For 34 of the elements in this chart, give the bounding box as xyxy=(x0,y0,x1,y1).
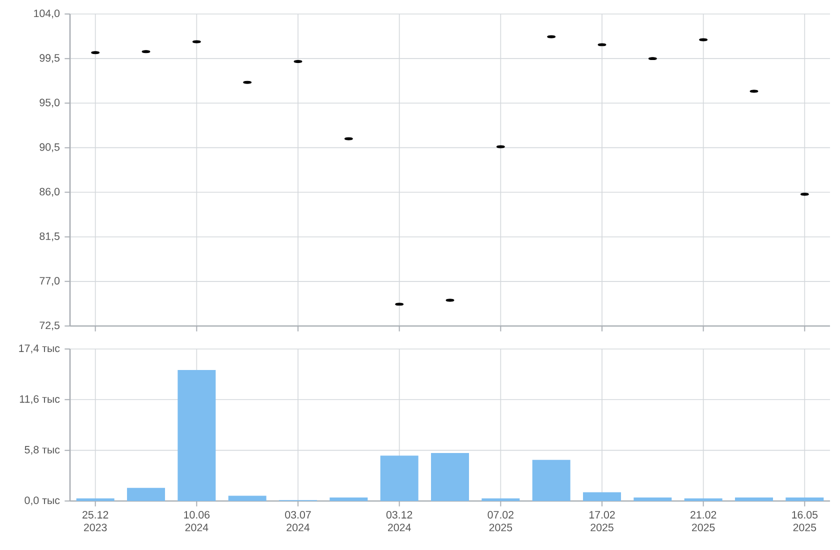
y-tick-label: 95,0 xyxy=(40,98,60,108)
x-tick-label: 03.12 2024 xyxy=(386,511,412,532)
bar xyxy=(178,370,216,501)
bar xyxy=(380,456,418,501)
bar xyxy=(431,452,469,501)
bar xyxy=(127,488,166,501)
bar xyxy=(330,497,368,501)
x-tick-label: 16.05 2025 xyxy=(792,511,818,532)
x-tick-label: 03.07 2024 xyxy=(285,511,311,532)
y-tick-label: 86,0 xyxy=(40,188,60,197)
y-tick-label: 81,5 xyxy=(40,232,60,242)
bar xyxy=(532,460,570,501)
x-tick-label: 07.02 2025 xyxy=(488,511,514,532)
y-tick-label: 104,0 xyxy=(34,10,60,18)
bar xyxy=(228,496,266,501)
bar xyxy=(482,498,520,501)
bar xyxy=(634,497,672,501)
y-tick-label: 17,4 тыс xyxy=(19,344,60,354)
x-tick-label: 10.06 2024 xyxy=(184,511,210,532)
bar xyxy=(76,498,114,501)
y-tick-label: 99,5 xyxy=(40,54,60,63)
x-tick-label: 17.02 2025 xyxy=(589,511,615,532)
bar xyxy=(583,492,621,501)
y-tick-label: 11,6 тыс xyxy=(20,395,60,404)
bar xyxy=(684,498,722,501)
x-tick-label: 25.12 2023 xyxy=(82,511,108,532)
y-tick-label: 5,8 тыс xyxy=(24,446,60,455)
y-tick-label: 90,5 xyxy=(40,143,60,152)
y-tick-label: 72,5 xyxy=(40,322,60,330)
x-tick-label: 21.02 2025 xyxy=(690,511,716,532)
y-tick-label: 77,0 xyxy=(40,277,60,286)
bar xyxy=(786,497,824,501)
bar xyxy=(734,497,773,501)
y-tick-label: 0,0 тыс xyxy=(24,496,60,506)
